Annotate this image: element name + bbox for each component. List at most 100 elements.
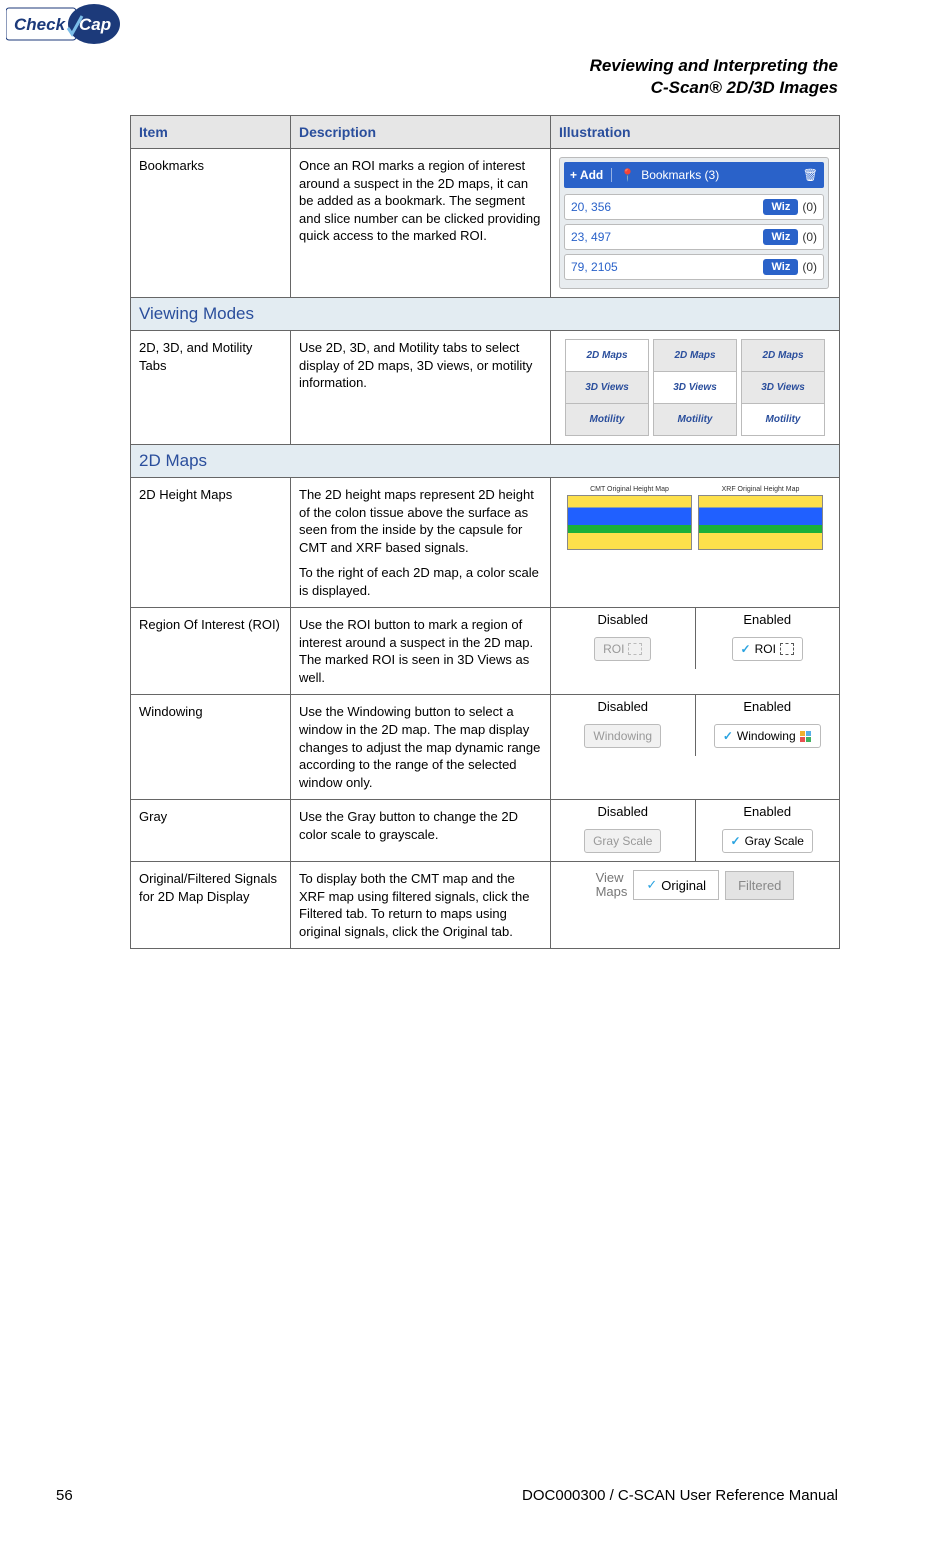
illus-roi: Disabled ROI Enabled ✓ ROI: [551, 608, 840, 695]
wiz-badge: Wiz: [763, 229, 798, 245]
state-disabled: Disabled: [555, 804, 691, 819]
illus-windowing: Disabled Windowing Enabled ✓ Windowing: [551, 695, 840, 800]
bookmark-row[interactable]: 79, 2105 Wiz (0): [564, 254, 824, 280]
tab-original[interactable]: ✓ Original: [633, 870, 719, 900]
roi-btn-label: ROI: [603, 642, 624, 656]
gray-button-enabled[interactable]: ✓ Gray Scale: [722, 829, 813, 853]
tab-2d-maps[interactable]: 2D Maps: [566, 340, 648, 372]
tab-filtered[interactable]: Filtered: [725, 871, 794, 900]
gray-btn-label: Gray Scale: [745, 834, 804, 848]
item-windowing: Windowing: [131, 695, 291, 800]
roi-button-disabled[interactable]: ROI: [594, 637, 651, 661]
windowing-icon: [800, 730, 812, 742]
tab-motility[interactable]: Motility: [742, 404, 824, 435]
table-row: Gray Use the Gray button to change the 2…: [131, 800, 840, 862]
item-gray: Gray: [131, 800, 291, 862]
desc-gray: Use the Gray button to change the 2D col…: [291, 800, 551, 862]
bookmark-row[interactable]: 23, 497 Wiz (0): [564, 224, 824, 250]
bookmark-coord: 79, 2105: [571, 260, 763, 274]
heatmap-image: [698, 495, 823, 550]
tab-motility[interactable]: Motility: [566, 404, 648, 435]
bookmarks-header: + Add 📍 Bookmarks (3) 🗑: [564, 162, 824, 188]
state-enabled: Enabled: [700, 804, 836, 819]
section-viewing-modes: Viewing Modes: [131, 298, 840, 331]
bookmark-row[interactable]: 20, 356 Wiz (0): [564, 194, 824, 220]
header-line1: Reviewing and Interpreting the: [590, 55, 838, 77]
desc-roi: Use the ROI button to mark a region of i…: [291, 608, 551, 695]
page-header: Reviewing and Interpreting the C-Scan® 2…: [590, 55, 838, 99]
section-2d-maps: 2D Maps: [131, 445, 840, 478]
roi-enabled-col: Enabled ✓ ROI: [695, 608, 840, 669]
tabs-illustration: 2D Maps 3D Views Motility 2D Maps 3D Vie…: [559, 339, 831, 436]
state-enabled: Enabled: [700, 612, 836, 627]
check-icon: ✓: [723, 729, 733, 743]
desc-heightmaps-p2: To the right of each 2D map, a color sca…: [299, 564, 542, 599]
gray-enabled-col: Enabled ✓ Gray Scale: [695, 800, 840, 861]
check-icon: ✓: [646, 877, 657, 893]
windowing-button-enabled[interactable]: ✓ Windowing: [714, 724, 821, 748]
col-illustration: Illustration: [551, 116, 840, 149]
tab-3d-views[interactable]: 3D Views: [742, 372, 824, 404]
heatmap-cmt: CMT Original Height Map: [567, 486, 692, 550]
roi-disabled-col: Disabled ROI: [551, 608, 695, 669]
check-icon: ✓: [731, 834, 741, 848]
heatmap-title: XRF Original Height Map: [698, 486, 823, 493]
bookmark-count: (0): [802, 200, 817, 214]
gray-btn-label: Gray Scale: [593, 834, 652, 848]
tabset: 2D Maps 3D Views Motility: [565, 339, 649, 436]
windowing-enabled-col: Enabled ✓ Windowing: [695, 695, 840, 756]
tab-2d-maps[interactable]: 2D Maps: [742, 340, 824, 372]
heatmap-image: [567, 495, 692, 550]
logo-text-left: Check: [14, 15, 67, 34]
item-tabs: 2D, 3D, and Motility Tabs: [131, 331, 291, 445]
bookmark-count: (0): [802, 260, 817, 274]
table-row: Original/Filtered Signals for 2D Map Dis…: [131, 862, 840, 949]
header-line2: C-Scan® 2D/3D Images: [590, 77, 838, 99]
logo: Check Cap: [6, 4, 126, 46]
gray-button-disabled[interactable]: Gray Scale: [584, 829, 661, 853]
item-roi: Region Of Interest (ROI): [131, 608, 291, 695]
windowing-button-disabled[interactable]: Windowing: [584, 724, 661, 748]
roi-rect-icon: [628, 643, 642, 655]
illus-bookmarks: + Add 📍 Bookmarks (3) 🗑 20, 356 Wiz (0) …: [551, 149, 840, 298]
desc-heightmaps-p1: The 2D height maps represent 2D height o…: [299, 486, 542, 556]
item-heightmaps: 2D Height Maps: [131, 478, 291, 608]
wiz-badge: Wiz: [763, 259, 798, 275]
tabset: 2D Maps 3D Views Motility: [741, 339, 825, 436]
bookmarks-title: Bookmarks (3): [641, 168, 719, 182]
tab-3d-views[interactable]: 3D Views: [566, 372, 648, 404]
roi-btn-label: ROI: [755, 642, 776, 656]
desc-heightmaps: The 2D height maps represent 2D height o…: [291, 478, 551, 608]
windowing-disabled-col: Disabled Windowing: [551, 695, 695, 756]
table-row: Windowing Use the Windowing button to se…: [131, 695, 840, 800]
tabset: 2D Maps 3D Views Motility: [653, 339, 737, 436]
check-icon: ✓: [741, 642, 751, 656]
reference-table: Item Description Illustration Bookmarks …: [130, 115, 840, 949]
col-description: Description: [291, 116, 551, 149]
wiz-badge: Wiz: [763, 199, 798, 215]
desc-origfilt: To display both the CMT map and the XRF …: [291, 862, 551, 949]
item-origfilt: Original/Filtered Signals for 2D Map Dis…: [131, 862, 291, 949]
bookmark-coord: 20, 356: [571, 200, 763, 214]
desc-windowing: Use the Windowing button to select a win…: [291, 695, 551, 800]
table-row: Region Of Interest (ROI) Use the ROI but…: [131, 608, 840, 695]
tab-motility[interactable]: Motility: [654, 404, 736, 435]
windowing-btn-label: Windowing: [737, 729, 796, 743]
tab-original-label: Original: [661, 878, 706, 893]
tab-3d-views[interactable]: 3D Views: [654, 372, 736, 404]
roi-rect-icon: [780, 643, 794, 655]
doc-id: DOC000300 / C-SCAN User Reference Manual: [522, 1487, 838, 1504]
state-enabled: Enabled: [700, 699, 836, 714]
logo-text-right: Cap: [79, 15, 111, 34]
add-button[interactable]: + Add: [570, 168, 612, 182]
table-row: Bookmarks Once an ROI marks a region of …: [131, 149, 840, 298]
table-row: 2D, 3D, and Motility Tabs Use 2D, 3D, an…: [131, 331, 840, 445]
illus-heightmaps: CMT Original Height Map XRF Original Hei…: [551, 478, 840, 608]
heatmap-title: CMT Original Height Map: [567, 486, 692, 493]
roi-button-enabled[interactable]: ✓ ROI: [732, 637, 803, 661]
table-row: 2D Height Maps The 2D height maps repres…: [131, 478, 840, 608]
tab-2d-maps[interactable]: 2D Maps: [654, 340, 736, 372]
trash-icon[interactable]: 🗑: [803, 168, 818, 182]
illus-gray: Disabled Gray Scale Enabled ✓ Gray Scale: [551, 800, 840, 862]
bookmarks-panel: + Add 📍 Bookmarks (3) 🗑 20, 356 Wiz (0) …: [559, 157, 829, 289]
